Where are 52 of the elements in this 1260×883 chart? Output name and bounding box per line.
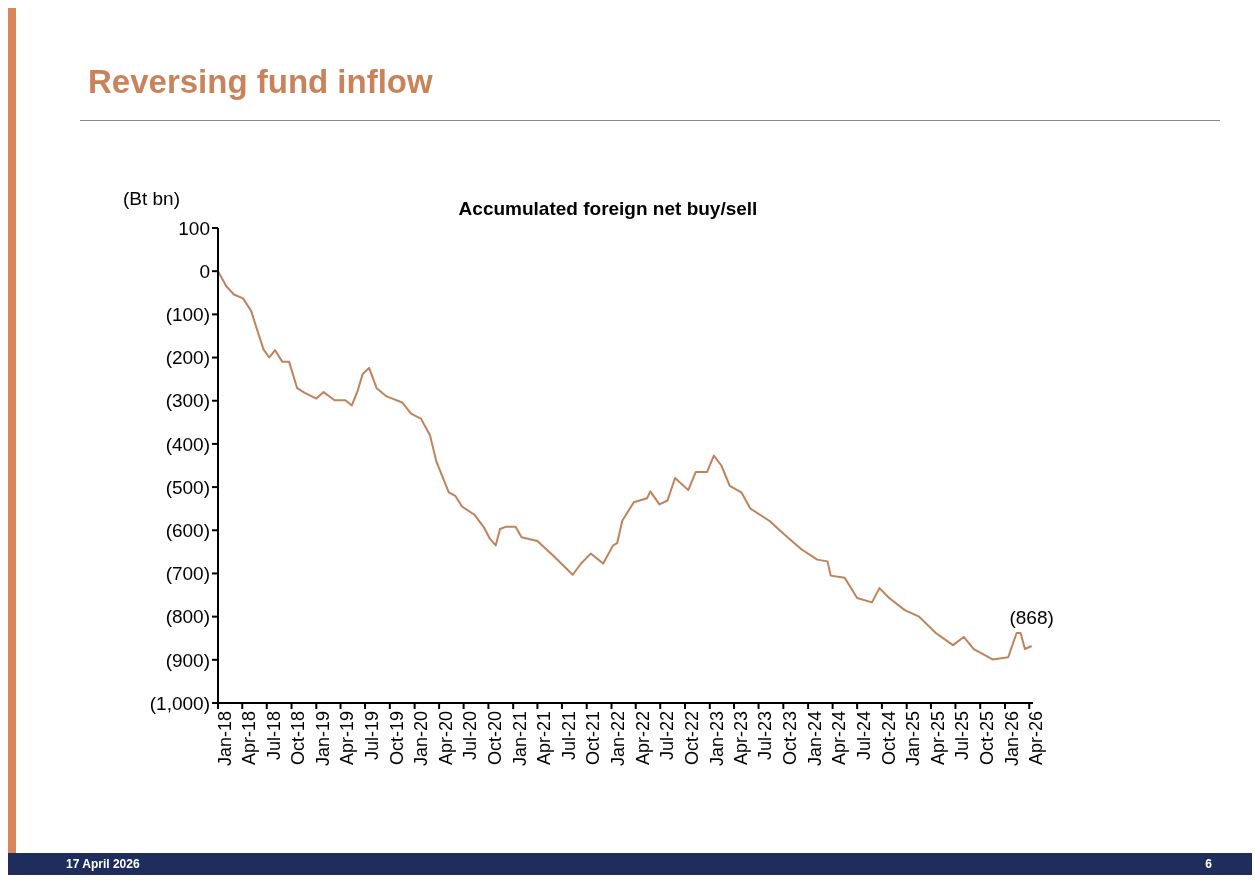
y-tick-label: 100: [178, 217, 210, 239]
x-tick-label: Jul-20: [460, 711, 481, 761]
y-tick-label: (100): [165, 304, 210, 326]
y-axis-title: (Bt bn): [123, 188, 181, 210]
x-tick-label: Jul-22: [657, 711, 678, 761]
x-tick-label: Jul-25: [952, 711, 973, 761]
x-tick-label: Jan-26: [1001, 711, 1022, 767]
y-tick-label: (700): [165, 563, 210, 585]
x-tick-label: Jul-19: [361, 711, 382, 761]
x-tick-label: Oct-24: [878, 711, 899, 766]
x-tick-label: Apr-20: [435, 711, 456, 766]
y-tick-label: 0: [199, 260, 210, 282]
y-tick-label: (200): [165, 347, 210, 369]
y-tick-label: (600): [165, 520, 210, 542]
x-tick-label: Jul-21: [558, 711, 579, 761]
y-tick-label: (1,000): [149, 692, 210, 714]
x-tick-label: Apr-24: [829, 711, 850, 766]
annotation: (868): [1009, 607, 1054, 628]
y-tick-label: (900): [165, 649, 210, 671]
x-tick-label: Apr-22: [632, 711, 653, 766]
x-tick-label: Jan-23: [706, 711, 727, 767]
x-tick-label: Apr-21: [534, 711, 555, 766]
x-tick-label: Jul-18: [263, 711, 284, 761]
x-tick-label: Apr-18: [239, 711, 260, 766]
y-tick-label: (500): [165, 476, 210, 498]
y-tick-label: (300): [165, 390, 210, 412]
chart-title: Reversing fund inflow: [88, 63, 433, 101]
x-tick-label: Apr-19: [337, 711, 358, 766]
x-tick-label: Jan-25: [903, 711, 924, 767]
x-tick-label: Jan-18: [214, 711, 235, 767]
x-tick-label: Jan-21: [509, 711, 530, 767]
x-tick-label: Jan-22: [608, 711, 629, 767]
x-tick-label: Oct-20: [485, 711, 506, 766]
y-tick-label: (800): [165, 606, 210, 628]
x-tick-label: Jan-24: [804, 711, 825, 767]
x-tick-label: Oct-22: [681, 711, 702, 766]
x-tick-label: Oct-23: [780, 711, 801, 766]
y-tick-label: (400): [165, 433, 210, 455]
x-tick-label: Oct-21: [583, 711, 604, 766]
x-tick-label: Oct-25: [976, 711, 997, 766]
chart-subtitle: Accumulated foreign net buy/sell: [457, 198, 759, 220]
x-tick-label: Oct-18: [288, 711, 309, 766]
x-tick-label: Jan-19: [313, 711, 334, 767]
x-tick-label: Oct-19: [386, 711, 407, 766]
x-tick-label: Apr-23: [730, 711, 751, 766]
x-tick-label: Apr-25: [927, 711, 948, 766]
text: 17 April 2026: [66, 857, 140, 871]
x-tick-label: Apr-26: [1026, 711, 1047, 766]
x-tick-label: Jan-20: [411, 711, 432, 767]
x-tick-label: Jul-24: [853, 711, 874, 761]
text: 6: [1205, 857, 1212, 871]
x-tick-label: Jul-23: [755, 711, 776, 761]
